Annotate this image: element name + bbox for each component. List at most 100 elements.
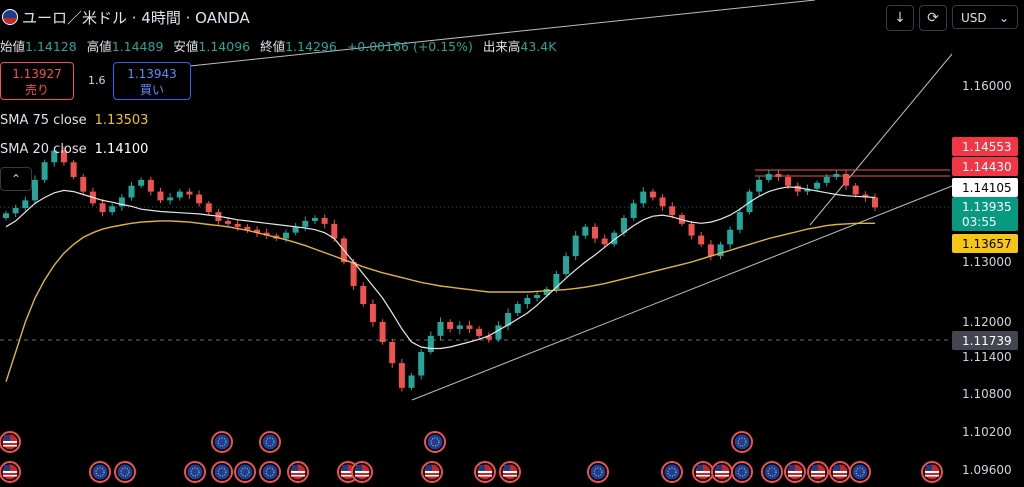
eu-event-icon (849, 461, 871, 483)
high-value: 1.14489 (111, 39, 164, 54)
candle-body (823, 176, 830, 183)
candle-body (128, 185, 135, 198)
candle-body (611, 232, 618, 245)
candle-body (60, 150, 67, 163)
candle-body (31, 179, 38, 201)
close-label: 終値 (260, 39, 286, 54)
candle-body (167, 197, 174, 201)
open-value: 1.14128 (25, 39, 77, 54)
price-tick-label: 1.13000 (962, 255, 1012, 269)
candle-body (398, 363, 405, 388)
candle-body (99, 203, 106, 213)
low-value: 1.14096 (198, 39, 251, 54)
price-tag-box (952, 197, 1018, 231)
candle-body (659, 197, 666, 207)
buy-button[interactable]: 1.13943 買い (113, 62, 191, 100)
price-tick-label: 1.10800 (962, 387, 1012, 401)
candle-body (688, 223, 695, 236)
eu-event-icon (211, 461, 233, 483)
candle-body (862, 194, 869, 198)
candle-body (563, 256, 570, 274)
candle-body (553, 274, 560, 289)
sma20-label: SMA 20 close (0, 142, 87, 157)
candle-body (51, 150, 58, 163)
sma20-line (5, 186, 876, 350)
chart-grid (0, 206, 950, 341)
candle-body (254, 229, 261, 233)
candle-body (244, 226, 251, 230)
candle-body (292, 226, 299, 233)
candle-body (707, 244, 714, 257)
currency-select[interactable]: USD ⌄ (952, 5, 1018, 29)
candle-body (147, 179, 154, 192)
price-tag-countdown: 03:55 (962, 215, 997, 229)
download-button[interactable]: ↓ (886, 5, 914, 31)
price-tag-text: 1.14553 (962, 140, 1012, 154)
currency-value: USD (961, 11, 987, 25)
candle-body (22, 200, 29, 209)
us-event-icon (351, 461, 373, 483)
candle-body (582, 226, 589, 236)
sell-label: 売り (24, 83, 49, 97)
candle-body (12, 208, 19, 214)
candle-body (765, 174, 772, 180)
candle-body (109, 206, 116, 213)
chart-header: ユーロ／米ドル · 4時間 · OANDA (0, 6, 250, 28)
price-tag-text: 1.14430 (962, 160, 1012, 174)
sma20-legend[interactable]: SMA 20 close 1.14100 (0, 142, 148, 157)
candle-body (524, 298, 531, 304)
collapse-legend-button[interactable]: ⌃ (0, 167, 32, 191)
price-tick-label: 1.09600 (962, 463, 1012, 477)
price-tick-label: 1.12000 (962, 315, 1012, 329)
sma75-legend[interactable]: SMA 75 close 1.13503 (0, 113, 148, 128)
price-tag-box (952, 137, 1018, 156)
price-tag-box (952, 331, 1018, 350)
eu-event-icon (424, 431, 446, 453)
eu-event-icon (587, 461, 609, 483)
candle-body (804, 188, 811, 192)
candle-body (852, 185, 859, 195)
candle-body (572, 235, 579, 257)
candle-body (505, 313, 512, 326)
price-axis: 1.16000 1.13000 1.12000 1.11400 1.10800 1.102… (962, 79, 1012, 477)
candle-body (775, 174, 782, 177)
candle-body (379, 322, 386, 342)
price-tag-text: 1.13657 (962, 237, 1012, 251)
us-event-icon (711, 461, 733, 483)
sma75-line (5, 220, 875, 382)
candle-body (360, 286, 367, 304)
us-event-icon (474, 461, 496, 483)
price-tag-box (952, 178, 1018, 197)
candle-body (485, 335, 492, 340)
price-tag-box (952, 157, 1018, 176)
us-event-icon (421, 461, 443, 483)
trend-lines (189, 0, 953, 401)
candle-body (225, 220, 232, 224)
candle-body (176, 191, 183, 198)
candle-body (80, 176, 87, 192)
us-event-icon (921, 461, 943, 483)
candle-body (437, 322, 444, 336)
refresh-button[interactable]: ⟳ (919, 5, 947, 31)
us-event-icon (692, 461, 714, 483)
candle-body (331, 223, 338, 239)
sell-price: 1.13927 (12, 67, 62, 81)
candle-body (476, 328, 483, 336)
candle-body (302, 220, 309, 227)
volume-value: 43.4K (520, 39, 557, 54)
candle-body (698, 235, 705, 245)
candle-body (591, 226, 598, 239)
candlesticks (3, 146, 878, 392)
candle-body (196, 194, 203, 204)
chevron-up-icon: ⌃ (10, 172, 22, 186)
us-event-icon (287, 461, 309, 483)
candle-body (186, 191, 193, 195)
sell-button[interactable]: 1.13927 売り (0, 62, 74, 100)
eu-event-icon (184, 461, 206, 483)
candle-body (794, 185, 801, 192)
price-tag-text: 1.13935 (962, 200, 1012, 214)
arrow-down-icon: ↓ (894, 10, 906, 26)
candle-body (872, 197, 878, 208)
candle-body (717, 244, 724, 257)
